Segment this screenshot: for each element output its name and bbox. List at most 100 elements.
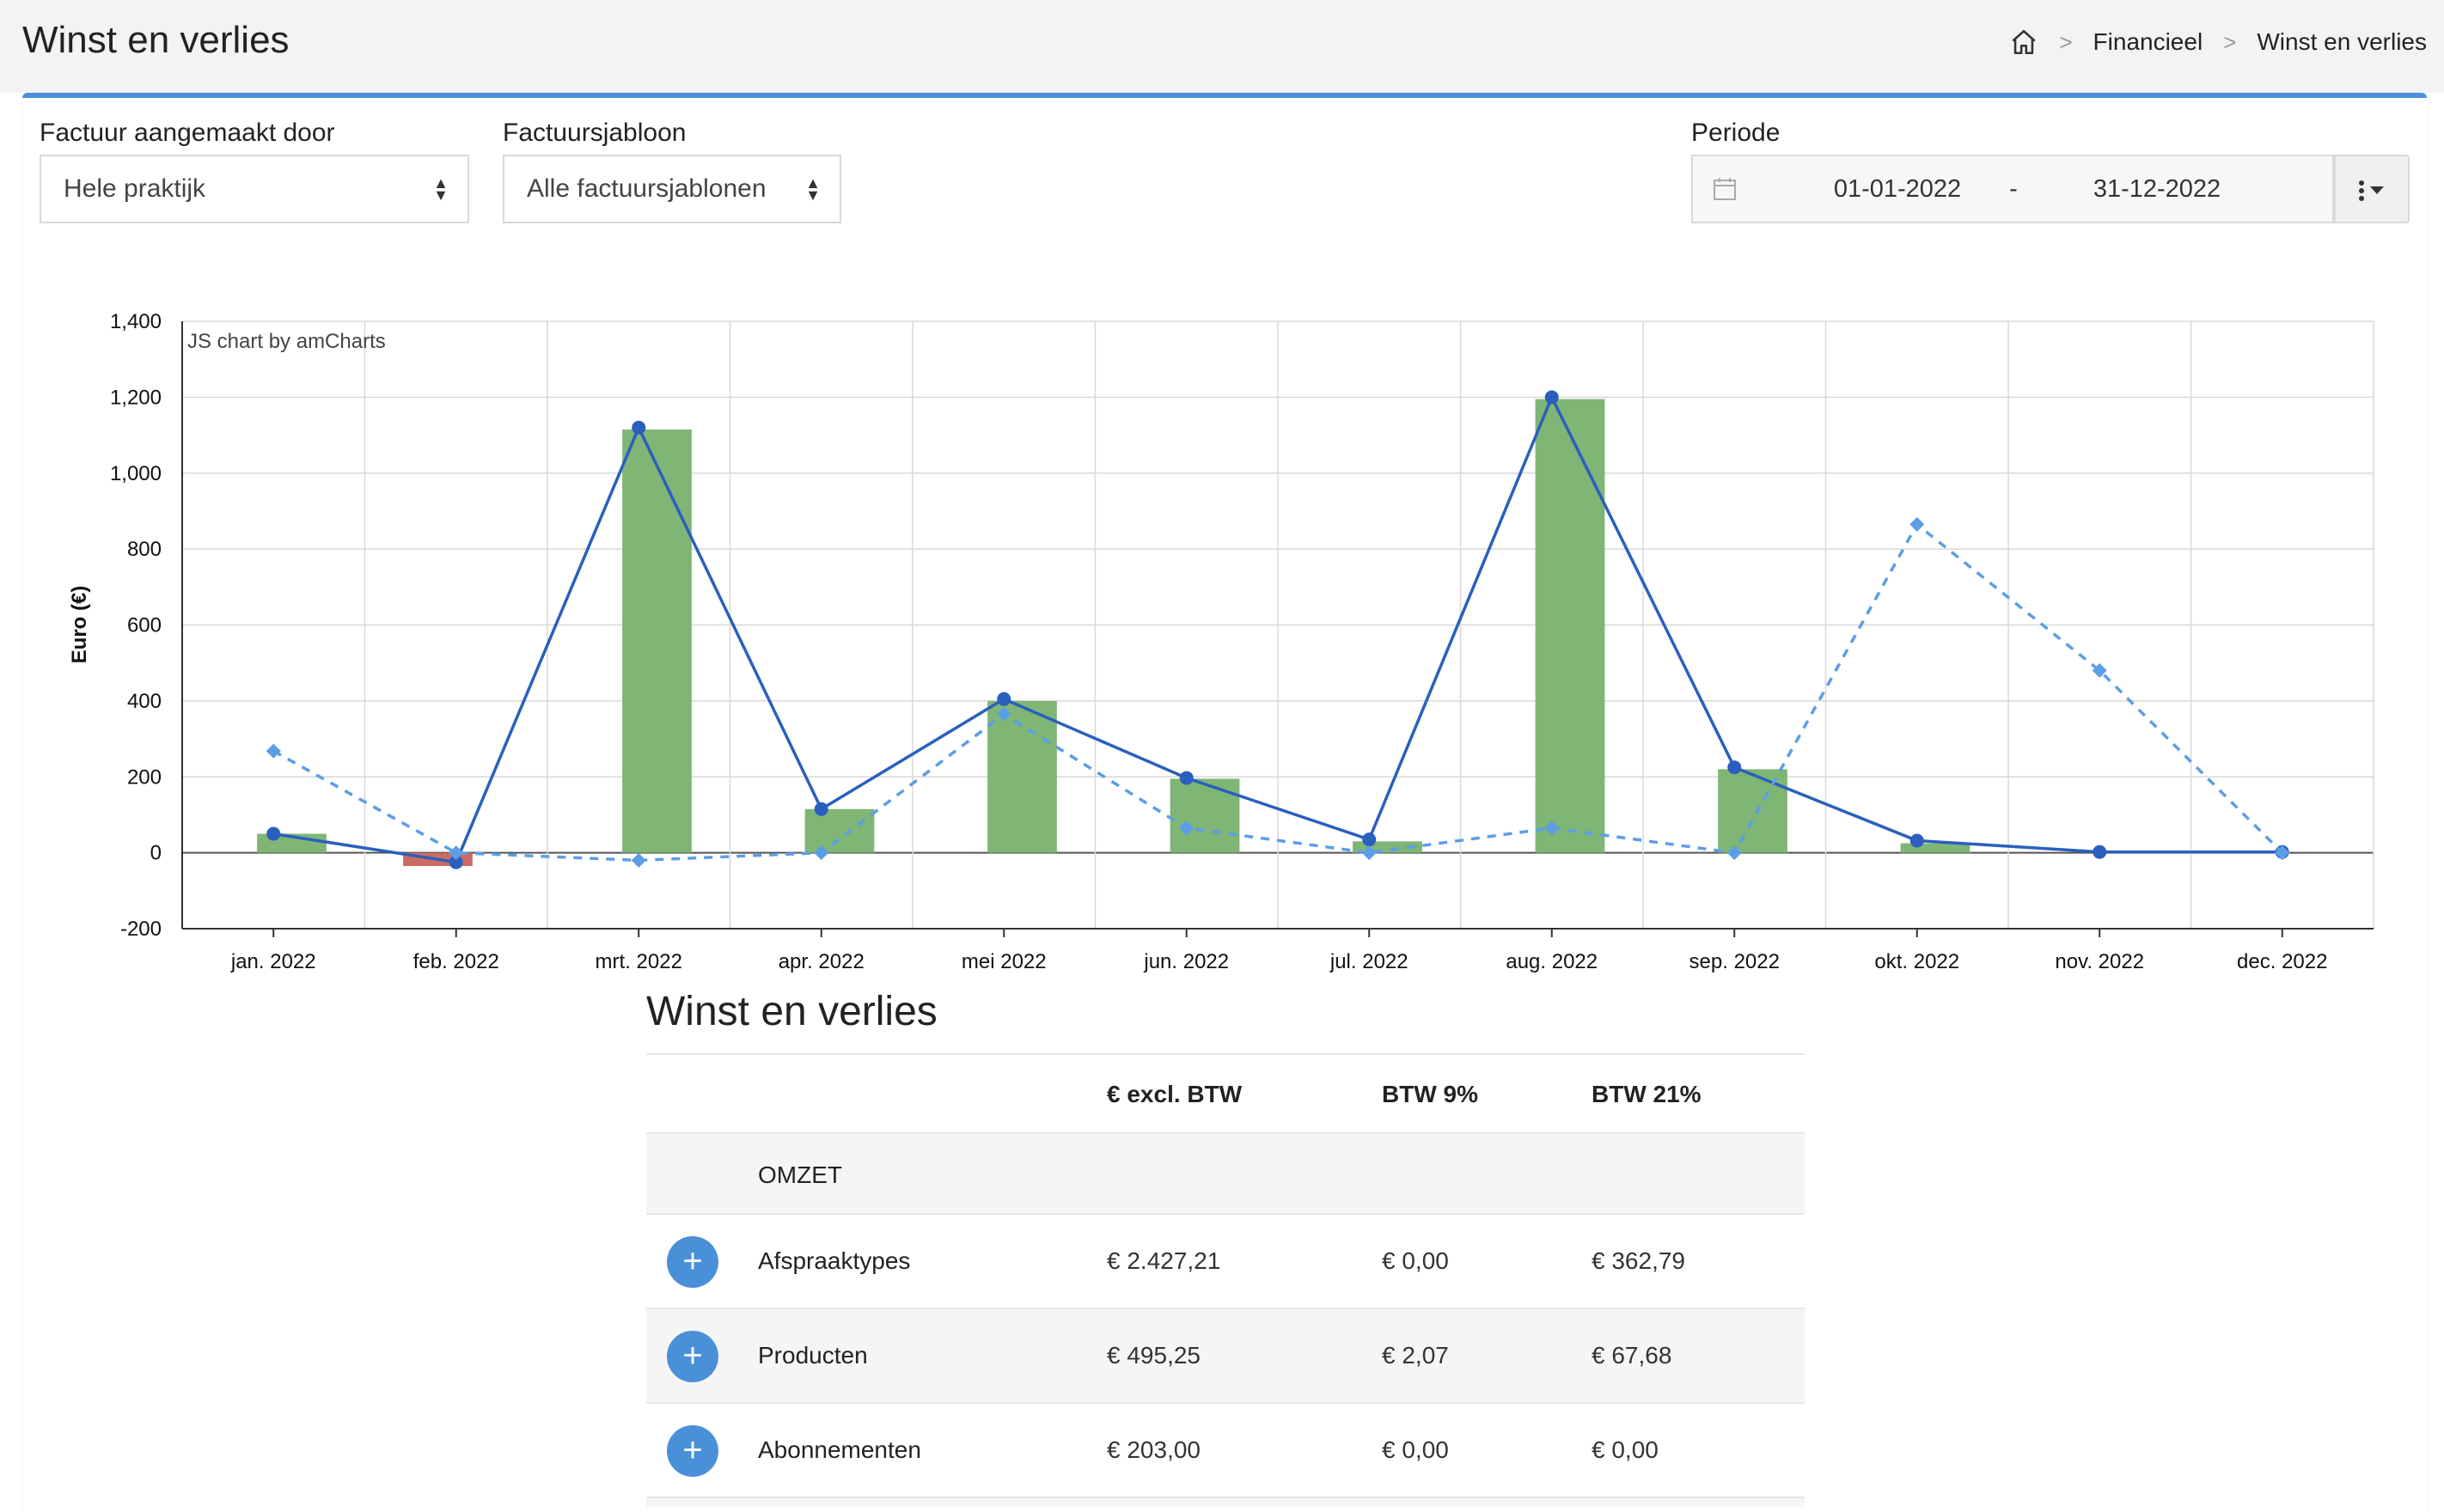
template-select[interactable]: Alle factuursjablonen ▲ ▼ bbox=[503, 155, 841, 223]
created-by-select[interactable]: Hele praktijk ▲ ▼ bbox=[40, 155, 469, 223]
table-row: + Producten € 495,25 € 2,07 € 67,68 bbox=[646, 1308, 1805, 1402]
chevron-right-icon: > bbox=[2059, 28, 2073, 55]
chart-axes: -200 0 200 400 600 800 1,000 1,200 1,400 jan. 202… bbox=[110, 310, 2374, 973]
x-tick-label: dec. 2022 bbox=[2237, 950, 2327, 973]
cell-btw21: € 362,79 bbox=[1592, 1247, 1685, 1274]
point[interactable] bbox=[1544, 390, 1559, 405]
x-tick-label: mei 2022 bbox=[962, 950, 1047, 973]
point[interactable] bbox=[2093, 844, 2107, 859]
point[interactable] bbox=[1179, 820, 1195, 836]
point[interactable] bbox=[1909, 516, 1925, 532]
template-label: Factuursjabloon bbox=[503, 119, 687, 147]
table-row-partial bbox=[646, 1497, 1805, 1507]
column-header-btw21: BTW 21% bbox=[1592, 1081, 1702, 1107]
breadcrumb-current: Winst en verlies bbox=[2257, 28, 2427, 55]
y-axis-label: Euro (€) bbox=[68, 586, 91, 664]
bar[interactable] bbox=[987, 700, 1057, 853]
template-value: Alle factuursjablonen bbox=[527, 174, 767, 203]
bar[interactable] bbox=[622, 429, 692, 853]
created-by-value: Hele praktijk bbox=[64, 174, 206, 203]
cell-btw21: € 0,00 bbox=[1592, 1436, 1659, 1463]
sort-arrows-icon: ▲ ▼ bbox=[433, 174, 449, 204]
point[interactable] bbox=[1726, 845, 1742, 861]
x-tick-label: jun. 2022 bbox=[1143, 950, 1229, 973]
bar[interactable] bbox=[804, 808, 875, 853]
row-label: Abonnementen bbox=[758, 1436, 921, 1463]
bar[interactable] bbox=[1718, 769, 1787, 853]
point[interactable] bbox=[1179, 771, 1194, 785]
point[interactable] bbox=[266, 826, 281, 841]
point[interactable] bbox=[1909, 833, 1924, 848]
expand-plus-icon[interactable]: + bbox=[667, 1425, 718, 1477]
period-options-button[interactable] bbox=[2334, 155, 2410, 223]
point[interactable] bbox=[449, 855, 463, 869]
created-by-label: Factuur aangemaakt door bbox=[40, 119, 335, 147]
point[interactable] bbox=[1362, 832, 1377, 847]
options-dropdown-icon bbox=[2359, 180, 2384, 201]
y-tick-label: 1,000 bbox=[110, 462, 162, 485]
cell-btw9: € 0,00 bbox=[1382, 1436, 1449, 1463]
table-header-row: € excl. BTW BTW 9% BTW 21% bbox=[646, 1053, 1805, 1132]
point[interactable] bbox=[2092, 663, 2107, 679]
table-row: + Afspraaktypes € 2.427,21 € 0,00 € 362,… bbox=[646, 1213, 1805, 1308]
sort-arrows-icon: ▲ ▼ bbox=[805, 174, 821, 204]
point[interactable] bbox=[266, 743, 281, 759]
cell-excl: € 203,00 bbox=[1107, 1436, 1201, 1463]
y-tick-label: 600 bbox=[127, 614, 162, 637]
y-tick-label: 400 bbox=[127, 690, 162, 713]
period-from[interactable]: 01-01-2022 bbox=[1833, 175, 1962, 203]
chevron-right-icon: > bbox=[2223, 28, 2237, 55]
page-title: Winst en verlies bbox=[22, 19, 290, 61]
point[interactable] bbox=[2275, 845, 2290, 861]
bar[interactable] bbox=[1900, 843, 1970, 853]
x-tick-label: aug. 2022 bbox=[1506, 950, 1598, 973]
x-tick-label: jul. 2022 bbox=[1329, 950, 1408, 973]
period-separator: - bbox=[2009, 175, 2018, 203]
table-row: + Abonnementen € 203,00 € 0,00 € 0,00 bbox=[646, 1402, 1805, 1497]
y-tick-label: -200 bbox=[120, 918, 162, 941]
x-tick-label: nov. 2022 bbox=[2055, 950, 2144, 973]
x-tick-label: apr. 2022 bbox=[779, 950, 865, 973]
expand-plus-icon[interactable]: + bbox=[667, 1236, 718, 1288]
point[interactable] bbox=[997, 692, 1011, 706]
cell-btw21: € 67,68 bbox=[1592, 1342, 1672, 1369]
cell-btw9: € 0,00 bbox=[1382, 1247, 1449, 1274]
section-row-omzet: OMZET bbox=[646, 1132, 1805, 1213]
point[interactable] bbox=[1727, 760, 1742, 775]
x-tick-label: jan. 2022 bbox=[230, 950, 316, 973]
point[interactable] bbox=[996, 706, 1011, 722]
calendar-icon bbox=[1714, 178, 1736, 200]
row-label: Afspraaktypes bbox=[758, 1247, 911, 1274]
chart-watermark: JS chart by amCharts bbox=[187, 330, 386, 353]
expand-plus-icon[interactable]: + bbox=[667, 1331, 718, 1382]
chart-bars bbox=[257, 399, 1970, 867]
point[interactable] bbox=[814, 845, 829, 861]
y-tick-label: 200 bbox=[127, 765, 162, 789]
solid-series-line bbox=[272, 393, 2282, 864]
profit-loss-chart: -200 0 200 400 600 800 1,000 1,200 1,400 jan. 202… bbox=[68, 310, 2374, 973]
period-to[interactable]: 31-12-2022 bbox=[2093, 175, 2221, 203]
point[interactable] bbox=[814, 802, 828, 816]
home-icon[interactable] bbox=[2009, 27, 2038, 57]
breadcrumb-financieel[interactable]: Financieel bbox=[2093, 28, 2203, 55]
point[interactable] bbox=[1544, 820, 1560, 836]
x-tick-label: sep. 2022 bbox=[1689, 950, 1780, 973]
point[interactable] bbox=[1361, 845, 1377, 861]
y-tick-label: 1,200 bbox=[110, 386, 162, 409]
cell-btw9: € 2,07 bbox=[1382, 1342, 1449, 1369]
dashed-series-line bbox=[272, 521, 2283, 863]
section-label: OMZET bbox=[758, 1161, 842, 1188]
bar[interactable] bbox=[1170, 778, 1240, 853]
x-tick-label: mrt. 2022 bbox=[596, 950, 682, 973]
bar[interactable] bbox=[1535, 399, 1605, 853]
point[interactable] bbox=[632, 420, 646, 435]
y-tick-label: 0 bbox=[150, 842, 162, 865]
period-range-input[interactable]: 01-01-2022 - 31-12-2022 bbox=[1691, 155, 2334, 223]
x-tick-label: okt. 2022 bbox=[1874, 950, 1959, 973]
cell-excl: € 2.427,21 bbox=[1107, 1247, 1221, 1274]
y-tick-label: 800 bbox=[127, 538, 162, 561]
breadcrumb: > Financieel > Winst en verlies bbox=[2009, 27, 2427, 57]
column-header-btw9: BTW 9% bbox=[1382, 1081, 1478, 1107]
point[interactable] bbox=[631, 852, 646, 868]
point[interactable] bbox=[449, 845, 464, 861]
